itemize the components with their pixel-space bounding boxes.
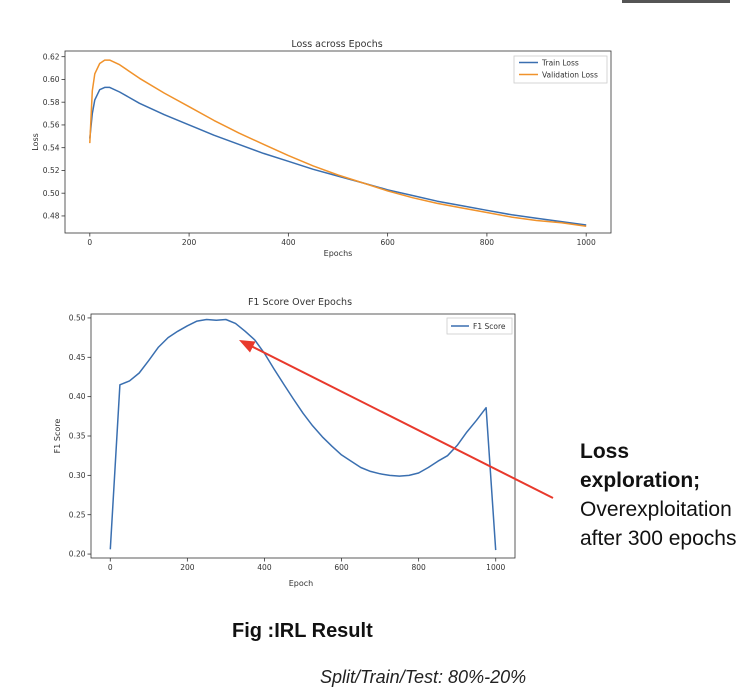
f1-y-tick-label: 0.35	[69, 432, 86, 441]
loss-x-tick-label: 800	[480, 238, 495, 247]
f1-x-tick-label: 800	[411, 563, 426, 572]
loss-y-tick-label: 0.50	[43, 189, 60, 198]
f1-y-tick-label: 0.45	[69, 353, 86, 362]
f1-x-tick-label: 0	[108, 563, 113, 572]
loss-plot-frame	[64, 50, 612, 234]
loss-y-tick-label: 0.62	[43, 52, 60, 61]
window-edge-bar	[622, 0, 730, 3]
f1-plot-frame	[90, 313, 516, 559]
f1-x-tick-label: 400	[257, 563, 272, 572]
f1-chart-title: F1 Score Over Epochs	[248, 297, 352, 308]
loss-y-tick-label: 0.52	[43, 166, 60, 175]
annotation-text: Loss exploration; Overexploitation after…	[580, 437, 738, 553]
f1-x-axis-label: Epoch	[289, 579, 314, 588]
loss-x-tick-label: 1000	[577, 238, 596, 247]
loss-chart: Loss across Epochs 0 200 400 600 800 1000 0.48…	[31, 39, 612, 258]
f1-y-axis-label: F1 Score	[53, 419, 62, 454]
f1-series-line-0	[109, 318, 497, 551]
split-note: Split/Train/Test: 80%-20%	[320, 667, 527, 687]
f1-x-tick-label: 600	[334, 563, 349, 572]
loss-y-tick-label: 0.60	[43, 75, 60, 84]
loss-y-tick-label: 0.54	[43, 143, 60, 152]
f1-chart: F1 Score Over Epochs 0 200 400 600 800 1000 0.…	[53, 297, 516, 588]
loss-series-line-1	[89, 59, 587, 227]
f1-x-tick-label: 200	[180, 563, 195, 572]
f1-y-tick-label: 0.30	[69, 471, 86, 480]
loss-y-tick-label: 0.48	[43, 212, 60, 221]
loss-series-line-0	[89, 86, 587, 226]
loss-x-tick-label: 0	[87, 238, 92, 247]
f1-x-tick-label: 1000	[486, 563, 505, 572]
f1-y-tick-label: 0.40	[69, 392, 86, 401]
loss-y-axis-label: Loss	[31, 133, 40, 151]
annotation-body-text: Overexploitation after 300 epochs	[580, 498, 737, 550]
loss-x-tick-label: 200	[182, 238, 197, 247]
loss-y-tick-label: 0.58	[43, 98, 60, 107]
loss-y-tick-label: 0.56	[43, 121, 60, 130]
loss-chart-title: Loss across Epochs	[291, 39, 382, 50]
f1-y-tick-label: 0.20	[69, 550, 86, 559]
loss-legend-label-train: Train Loss	[541, 59, 579, 68]
loss-x-axis-label: Epochs	[324, 249, 353, 258]
f1-y-tick-label: 0.50	[69, 314, 86, 323]
f1-legend: F1 Score	[446, 317, 513, 335]
f1-y-tick-label: 0.25	[69, 510, 86, 519]
loss-legend: Train Loss Validation Loss	[513, 55, 608, 84]
f1-legend-label: F1 Score	[473, 322, 506, 331]
loss-legend-label-validation: Validation Loss	[542, 71, 598, 80]
annotation-bold-text: Loss exploration;	[580, 440, 701, 492]
loss-x-tick-label: 400	[281, 238, 296, 247]
figure-caption: Fig :IRL Result	[232, 620, 373, 642]
loss-x-tick-label: 600	[380, 238, 395, 247]
